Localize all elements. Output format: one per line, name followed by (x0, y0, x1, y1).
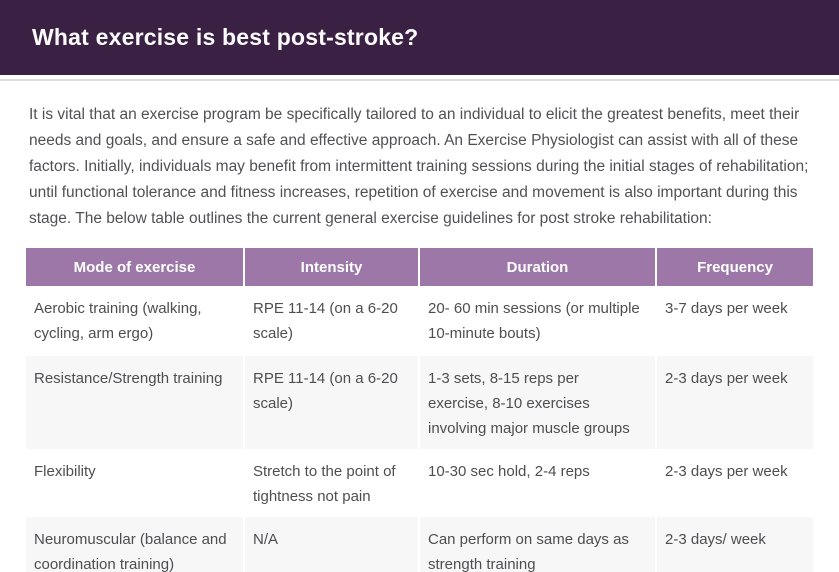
table-row-resistance-strength-training: Resistance/Strength training RPE 11-14 (… (26, 356, 813, 449)
cell-mode: Aerobic training (walking, cycling, arm … (26, 286, 245, 356)
cell-mode: Flexibility (26, 449, 245, 517)
cell-frequency: 3-7 days per week (665, 300, 788, 317)
cell-intensity: N/A (244, 517, 420, 572)
table-header-row: Mode of exercise Intensity Duration Freq… (26, 248, 813, 286)
page-title: What exercise is best post-stroke? (32, 24, 419, 50)
table-row-neuromuscular: Neuromuscular (balance and coordination … (26, 517, 813, 572)
column-header-frequency: Frequency (656, 248, 813, 286)
intro-paragraph: It is vital that an exercise program be … (29, 106, 809, 227)
cell-frequency: 2-3 days/ week (665, 531, 766, 548)
column-header-mode-of-exercise: Mode of exercise (26, 248, 245, 286)
cell-mode: Resistance/Strength training (26, 356, 245, 449)
exercise-guidelines-table: Mode of exercise Intensity Duration Freq… (26, 248, 813, 572)
column-header-duration: Duration (419, 248, 657, 286)
column-header-intensity: Intensity (244, 248, 420, 286)
header-divider (0, 79, 839, 81)
cell-mode: Neuromuscular (balance and coordination … (26, 517, 245, 572)
cell-frequency: 2-3 days per week (665, 463, 788, 480)
cell-intensity: RPE 11-14 (on a 6-20 scale) (244, 286, 420, 356)
cell-duration: 1-3 sets, 8-15 reps per exercise, 8-10 e… (419, 356, 657, 449)
page-header: What exercise is best post-stroke? (0, 0, 839, 75)
table-row-flexibility: Flexibility Stretch to the point of tigh… (26, 449, 813, 517)
content-area: It is vital that an exercise program be … (0, 102, 839, 572)
cell-intensity: RPE 11-14 (on a 6-20 scale) (244, 356, 420, 449)
cell-frequency: 2-3 days per week (665, 370, 788, 387)
cell-duration: 20- 60 min sessions (or multiple 10-minu… (419, 286, 657, 356)
cell-intensity: Stretch to the point of tightness not pa… (244, 449, 420, 517)
table-row-aerobic-training: Aerobic training (walking, cycling, arm … (26, 286, 813, 356)
cell-duration: 10-30 sec hold, 2-4 reps (419, 449, 657, 517)
cell-duration: Can perform on same days as strength tra… (419, 517, 657, 572)
